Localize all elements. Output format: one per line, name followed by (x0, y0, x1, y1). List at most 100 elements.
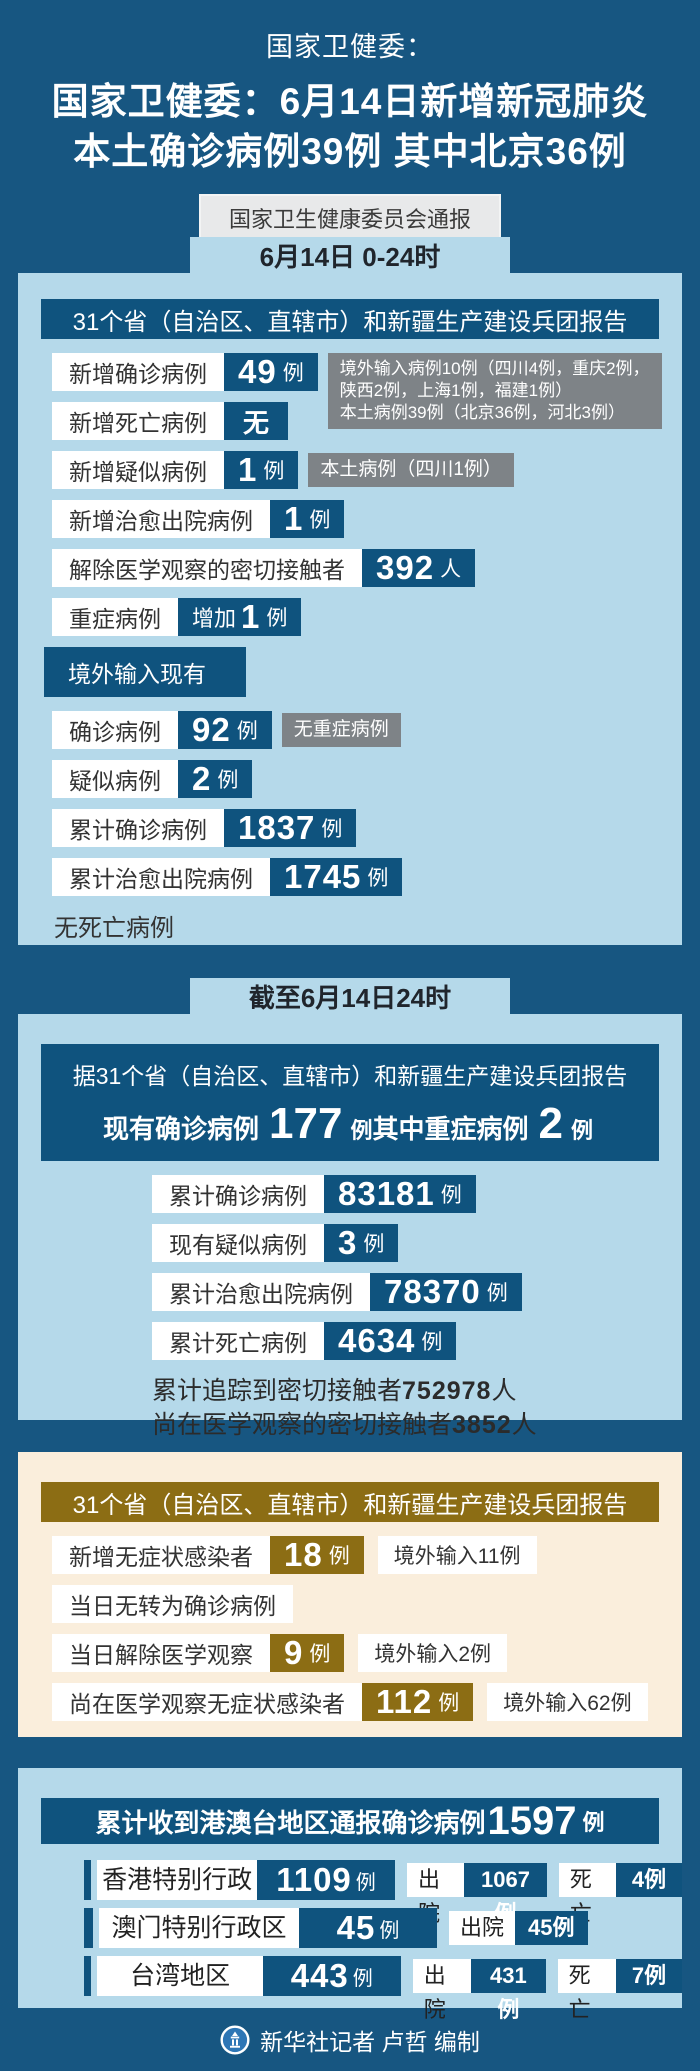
stat-label: 当日无转为确诊病例 (52, 1585, 293, 1623)
asymptomatic-rows: 新增无症状感染者 18 例 境外输入11例 当日无转为确诊病例 当日解除医学观察… (18, 1536, 682, 1721)
contact-text: 累计追踪到密切接触者 (152, 1377, 403, 1405)
stat-label: 解除医学观察的密切接触者 (52, 549, 362, 587)
discharged-label: 出院 (449, 1911, 516, 1945)
stat-unit: 例 (282, 362, 304, 385)
stat-unit: 例 (352, 1967, 373, 1990)
stat-value: 无 (224, 402, 288, 440)
region-rows: 香港特别行政区 1109 例 出院 1067例 死亡 4例 澳门特别行政区 45… (18, 1860, 683, 2022)
stat-label: 尚在医学观察无症状感染者 (52, 1683, 362, 1721)
stat-label: 重症病例 (52, 598, 178, 636)
stat-value: 9 例 (270, 1634, 345, 1672)
stat-unit: 人 (440, 558, 462, 581)
stat-number: 1109 (276, 1861, 352, 1898)
stat-unit: 例 (350, 1118, 373, 1143)
stat-value: 2 例 (178, 760, 253, 798)
discharged-value: 1067例 (464, 1863, 547, 1926)
cumulative-rows: 累计确诊病例 83181 例 现有疑似病例 3 例 累计治愈出院病例 78370… (18, 1175, 682, 1360)
stat-label: 累计治愈出院病例 (52, 858, 270, 896)
stat-number: 177 (269, 1099, 343, 1148)
region-row: 澳门特别行政区 45 例 出院 45例 (84, 1908, 682, 1948)
stat-row: 累计死亡病例 4634 例 (152, 1322, 682, 1360)
page-title: 国家卫健委：6月14日新增新冠肺炎 本土确诊病例39例 其中北京36例 (0, 77, 700, 177)
title-line-1: 国家卫健委：6月14日新增新冠肺炎 (51, 81, 649, 122)
region-confirmed: 45 例 (299, 1908, 437, 1948)
panel-hmt: 累计收到港澳台地区通报确诊病例 1597 例 香港特别行政区 1109 例 出院… (18, 1768, 683, 2022)
region-row: 香港特别行政区 1109 例 出院 1067例 死亡 4例 (84, 1860, 683, 1934)
stat-row: 当日无转为确诊病例 (52, 1585, 682, 1623)
stat-value: 78370 例 (370, 1273, 522, 1311)
stat-row: 当日解除医学观察 9 例 境外输入2例 (52, 1634, 682, 1672)
stat-label: 现有确诊病例 (103, 1114, 260, 1144)
stat-unit: 例 (570, 1118, 593, 1143)
contact-unit: 人 (491, 1377, 517, 1405)
stat-number: 45 (336, 1909, 376, 1946)
death-label: 死亡 (558, 1863, 617, 1926)
stat-note: 本土病例（四川1例） (308, 453, 514, 487)
no-death-footnote: 无死亡病例 (54, 915, 174, 942)
contact-text: 尚在医学观察的密切接触者 (152, 1411, 453, 1439)
stat-row: 累计治愈出院病例 78370 例 (152, 1273, 682, 1311)
stat-unit: 例 (379, 1919, 400, 1942)
stat-label: 疑似病例 (52, 760, 178, 798)
stat-number: 78370 (384, 1273, 481, 1310)
stat-row: 新增死亡病例 无 (52, 402, 682, 440)
stat-value: 1837 例 (224, 809, 357, 847)
stat-note: 境外输入62例 (487, 1683, 648, 1721)
accent-bar (84, 1956, 92, 1996)
stat-value: 83181 例 (324, 1175, 476, 1213)
xinhua-logo-icon (220, 2024, 250, 2055)
stat-label: 新增疑似病例 (52, 451, 224, 489)
stat-number: 2 (192, 760, 212, 797)
stat-unit: 例 (440, 1184, 462, 1207)
stat-number: 392 (376, 549, 435, 586)
stat-number: 3 (338, 1224, 358, 1261)
stat-value: 392 人 (362, 549, 476, 587)
panel-asymptomatic: 31个省（自治区、直辖市）和新疆生产建设兵团报告 新增无症状感染者 18 例 境… (18, 1452, 682, 1737)
hmt-header-unit: 例 (582, 1810, 605, 1835)
stat-label: 新增死亡病例 (52, 402, 224, 440)
stat-note: 境外输入11例 (377, 1536, 537, 1574)
stat-number: 18 (284, 1536, 323, 1573)
contact-number: 3852 (452, 1411, 512, 1439)
accent-bar (84, 1908, 93, 1948)
tab-daily: 6月14日 0-24时 (190, 237, 510, 273)
imported-tag: 境外输入现有 (44, 647, 246, 697)
stat-unit: 例 (309, 509, 331, 532)
stat-row: 累计确诊病例 83181 例 (152, 1175, 682, 1213)
stat-row: 现有疑似病例 3 例 (152, 1224, 682, 1262)
stat-label: 累计死亡病例 (152, 1322, 324, 1360)
stat-number: 9 (284, 1634, 304, 1671)
stat-unit: 例 (355, 1871, 376, 1894)
stat-unit: 例 (266, 607, 288, 630)
stat-value: 18 例 (270, 1536, 364, 1574)
stat-row: 解除医学观察的密切接触者 392 人 (52, 549, 682, 587)
stat-number: 92 (192, 711, 231, 748)
severe-cases-stat: 其中重症病例 2 例 (372, 1099, 593, 1149)
daily-rows: 新增确诊病例 49 例 境外输入病例10例（四川4例，重庆2例， 陕西2例，上海… (18, 353, 682, 636)
stat-number: 1745 (284, 858, 362, 895)
stat-note: 境外输入2例 (358, 1634, 508, 1672)
panel-hmt-header: 累计收到港澳台地区通报确诊病例 1597 例 (41, 1798, 659, 1844)
stat-row: 重症病例 增加 1 例 (52, 598, 682, 636)
stat-value: 112 例 (362, 1683, 474, 1721)
stat-unit: 例 (236, 720, 258, 743)
stat-unit: 例 (309, 1643, 331, 1666)
panel-daily-header: 31个省（自治区、直辖市）和新疆生产建设兵团报告 (41, 299, 659, 339)
contact-unit: 人 (511, 1411, 537, 1439)
stat-row: 确诊病例 92 例 无重症病例 (52, 711, 682, 749)
contact-tracing-lines: 累计追踪到密切接触者752978人 尚在医学观察的密切接触者3852人 (152, 1374, 682, 1442)
stat-value: 1 例 (224, 451, 299, 489)
stat-number: 443 (290, 1957, 349, 1994)
stat-unit: 例 (367, 867, 389, 890)
stat-row: 累计确诊病例 1837 例 (52, 809, 682, 847)
accent-bar (84, 1860, 92, 1900)
stat-row: 新增确诊病例 49 例 境外输入病例10例（四川4例，重庆2例， 陕西2例，上海… (52, 353, 682, 429)
stat-number: 1 (238, 451, 258, 488)
footer: 新华社记者 卢哲 编制 (0, 2008, 700, 2071)
stat-label: 新增无症状感染者 (52, 1536, 270, 1574)
discharged-value: 45例 (515, 1911, 588, 1945)
stat-unit: 例 (486, 1282, 508, 1305)
stat-unit: 例 (328, 1545, 350, 1568)
stat-number: 1 (284, 500, 304, 537)
